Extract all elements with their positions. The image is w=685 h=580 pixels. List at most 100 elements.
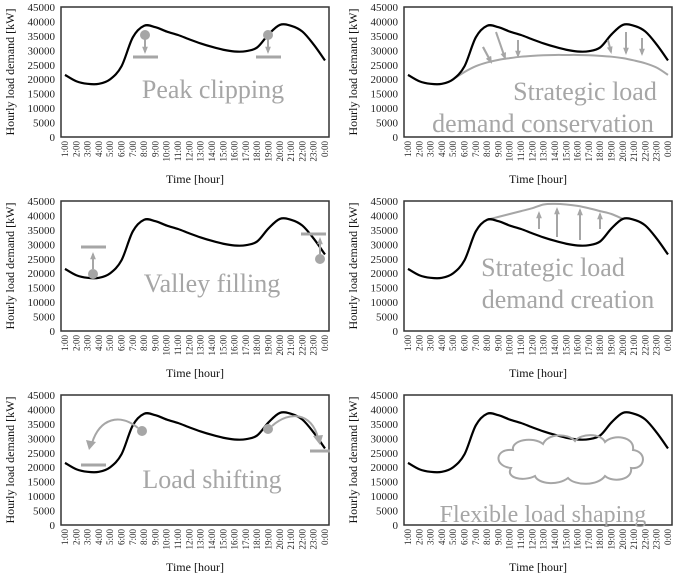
chart-peak-clipping: Hourly load demand [kW] 0 5000 10000 15000 20… (3, 2, 330, 186)
x-tick-label: 7:00 (128, 529, 138, 546)
x-tick-label: 17:00 (584, 335, 594, 356)
x-tick-label: 17:00 (584, 141, 594, 162)
y-tick-label: 45000 (28, 390, 56, 402)
x-tick-label: 14:00 (207, 529, 217, 550)
x-tick-label: 19:00 (606, 335, 616, 356)
x-tick-label: 0:00 (320, 141, 330, 158)
y-tick-label: 0 (50, 132, 56, 144)
overlay-title-line2: demand conservation (432, 109, 654, 138)
x-axis-title: Time [hour] (509, 172, 567, 186)
y-tick-label: 25000 (28, 254, 56, 266)
y-tick-label: 45000 (371, 390, 399, 402)
y-tick-label: 30000 (28, 239, 56, 251)
x-tick-label: 4:00 (94, 529, 104, 546)
x-tick-label: 21:00 (629, 335, 639, 356)
x-tick-label: 21:00 (629, 141, 639, 162)
x-tick-label: 0:00 (663, 335, 673, 352)
y-tick-label: 40000 (371, 16, 399, 28)
y-tick-label: 5000 (376, 118, 399, 130)
x-tick-label: 18:00 (252, 529, 262, 550)
x-tick-label: 11:00 (173, 335, 183, 356)
x-tick-label: 4:00 (437, 335, 447, 352)
arrow-head-icon (485, 56, 492, 64)
x-tick-label: 1:00 (403, 141, 413, 158)
x-tick-label: 11:00 (173, 141, 183, 162)
x-tick-label: 13:00 (196, 529, 206, 550)
panel-strategic-conservation: Hourly load demand [kW] 0 5000 10000 15000 20… (343, 0, 685, 192)
x-tick-label: 14:00 (550, 529, 560, 550)
x-tick-label: 19:00 (263, 141, 273, 162)
x-tick-label: 10:00 (505, 529, 515, 550)
x-tick-label: 1:00 (60, 335, 70, 352)
x-tick-label: 3:00 (83, 335, 93, 352)
x-tick-label: 9:00 (493, 141, 503, 158)
x-tick-label: 23:00 (652, 335, 662, 356)
x-tick-label: 23:00 (309, 335, 319, 356)
x-tick-label: 20:00 (275, 141, 285, 162)
load-curve (64, 217, 326, 280)
dot-icon (137, 426, 147, 436)
x-tick-label: 6:00 (117, 335, 127, 352)
y-axis-title: Hourly load demand [kW] (3, 203, 17, 330)
x-tick-label: 7:00 (128, 141, 138, 158)
arrow-head-icon (500, 52, 506, 60)
y-tick-label: 35000 (28, 31, 56, 43)
x-axis-title: Time [hour] (509, 366, 567, 380)
y-axis-title: Hourly load demand [kW] (346, 9, 360, 136)
y-tick-label: 40000 (371, 210, 399, 222)
arrow-head-icon (90, 252, 96, 260)
shift-arrow-curve (91, 418, 139, 444)
x-tick-label: 19:00 (606, 529, 616, 550)
x-tick-label: 2:00 (71, 529, 81, 546)
x-tick-label: 8:00 (482, 529, 492, 546)
overlay-title: Load shifting (142, 465, 281, 494)
x-tick-label: 21:00 (286, 141, 296, 162)
x-tick-label: 22:00 (640, 335, 650, 356)
x-tick-label: 15:00 (218, 529, 228, 550)
y-tick-label: 20000 (371, 268, 399, 280)
x-tick-label: 9:00 (493, 335, 503, 352)
y-axis-title: Hourly load demand [kW] (3, 397, 17, 524)
x-tick-label: 21:00 (286, 335, 296, 356)
x-tick-label: 13:00 (539, 529, 549, 550)
dot-icon (315, 254, 325, 264)
x-tick-label: 2:00 (71, 141, 81, 158)
load-curve (407, 217, 669, 280)
chart-flexible-shaping: Hourly load demand [kW] 0 5000 10000 15000 20… (346, 390, 673, 574)
y-tick-label: 40000 (28, 404, 56, 416)
x-tick-label: 22:00 (297, 529, 307, 550)
x-tick-label: 10:00 (162, 141, 172, 162)
y-tick-label: 20000 (371, 462, 399, 474)
x-tick-label: 23:00 (652, 529, 662, 550)
x-tick-label: 10:00 (505, 335, 515, 356)
x-tick-label: 9:00 (150, 335, 160, 352)
y-tick-label: 5000 (33, 118, 56, 130)
shift-arrow-curve (271, 415, 319, 439)
y-tick-label: 10000 (28, 103, 56, 115)
x-tick-label: 1:00 (60, 141, 70, 158)
y-tick-label: 10000 (28, 297, 56, 309)
y-tick-label: 15000 (371, 477, 399, 489)
x-tick-label: 12:00 (184, 141, 194, 162)
x-tick-label: 20:00 (275, 529, 285, 550)
x-tick-label: 1:00 (403, 529, 413, 546)
x-tick-label: 10:00 (162, 529, 172, 550)
y-tick-label: 0 (393, 132, 399, 144)
plot-frame (403, 200, 673, 332)
arrow-head-icon (577, 208, 583, 216)
y-axis-title: Hourly load demand [kW] (346, 203, 360, 330)
x-tick-label: 11:00 (516, 335, 526, 356)
y-tick-label: 30000 (28, 433, 56, 445)
x-tick-label: 23:00 (309, 141, 319, 162)
load-curve (407, 411, 669, 474)
x-axis-title: Time [hour] (166, 560, 224, 574)
arrow-head-icon (515, 50, 521, 58)
x-tick-label: 5:00 (448, 335, 458, 352)
x-tick-label: 2:00 (414, 141, 424, 158)
y-tick-label: 15000 (371, 283, 399, 295)
x-tick-label: 13:00 (196, 335, 206, 356)
arrow-head-icon (536, 211, 542, 219)
x-tick-label: 13:00 (539, 335, 549, 356)
x-tick-label: 11:00 (516, 529, 526, 550)
x-tick-label: 5:00 (105, 529, 115, 546)
